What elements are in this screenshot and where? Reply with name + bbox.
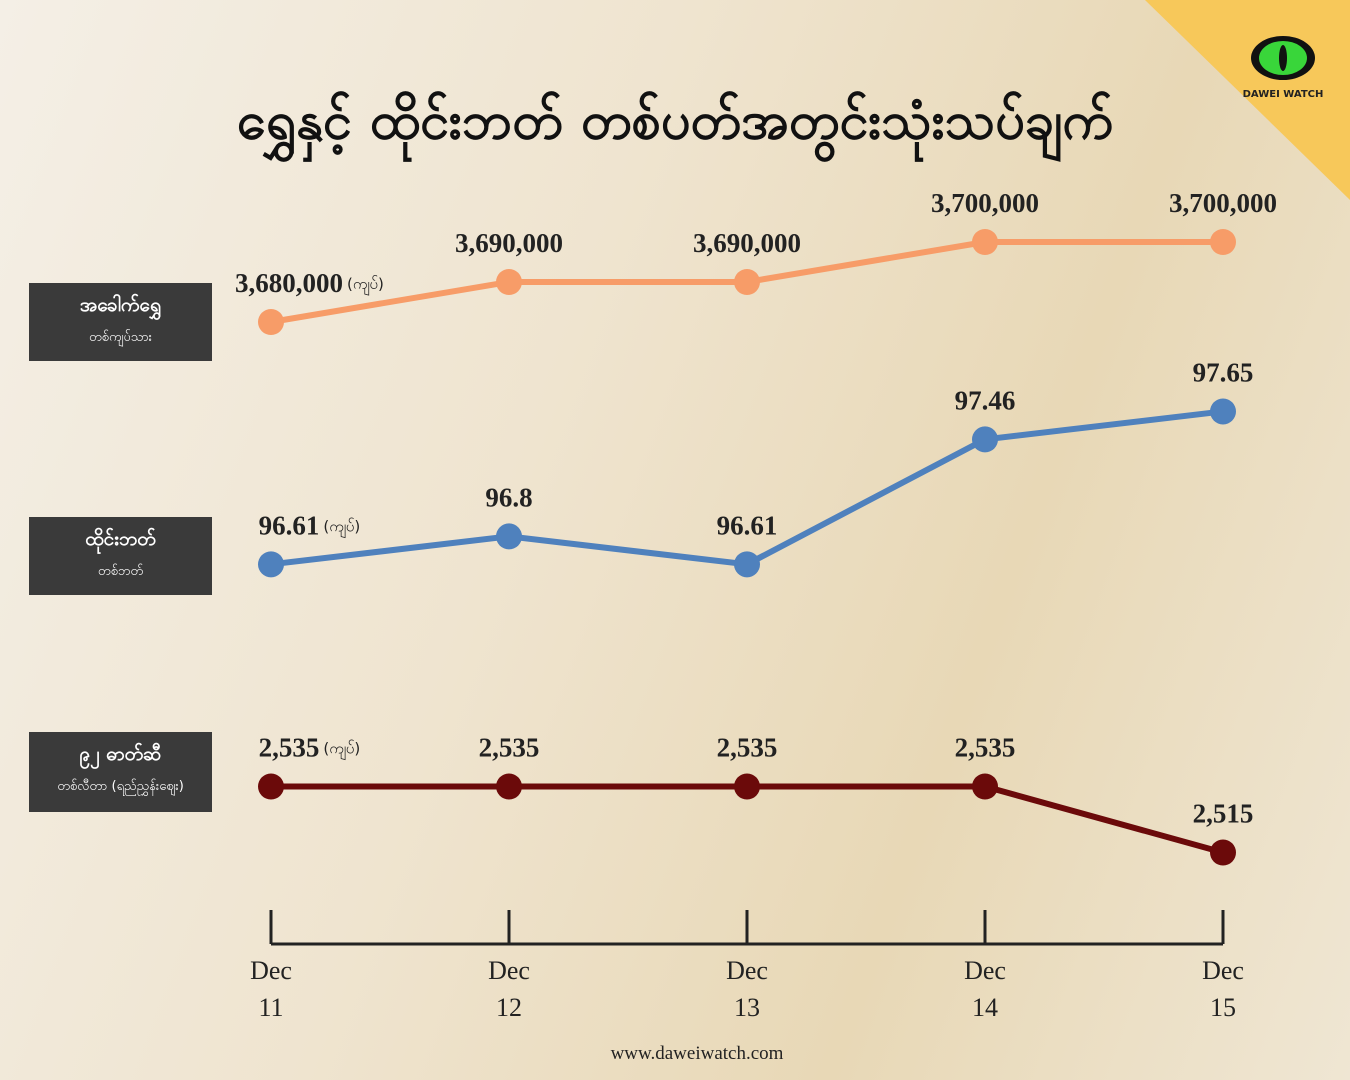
value-label: 3,690,000 — [455, 228, 563, 258]
series-label-box: အခေါက်ရွှေတစ်ကျပ်သား — [29, 283, 212, 361]
point — [1210, 398, 1236, 425]
point — [258, 551, 284, 578]
series-name: ထိုင်းဘတ် — [85, 528, 156, 550]
x-tick-label: Dec 15 — [1202, 956, 1244, 1022]
value-label: 96.61 — [259, 510, 320, 540]
point — [496, 523, 522, 550]
point — [734, 551, 760, 578]
point — [258, 309, 284, 335]
value-label: 3,690,000 — [693, 228, 801, 258]
corner-banner — [1145, 0, 1350, 200]
chart-title: ရွှေနှင့် ထိုင်းဘတ် တစ်ပတ်အတွင်းသုံးသပ်ခ… — [237, 91, 1113, 162]
unit-label: (ကျပ်) — [347, 275, 384, 296]
unit-label: (ကျပ်) — [323, 740, 360, 761]
value-label: 96.61 — [717, 510, 778, 540]
series-subtitle: တစ်ဘတ် — [97, 564, 144, 579]
series-label-box: ၉၂ ဓာတ်ဆီတစ်လီတာ (ရည်ညွှန်းဈေး) — [29, 732, 212, 812]
value-label: 2,535 — [259, 733, 320, 763]
logo-text: DAWEI WATCH — [1243, 89, 1324, 100]
value-label: 3,680,000 — [235, 268, 343, 298]
value-label: 2,535 — [717, 733, 778, 763]
value-label: 2,515 — [1193, 799, 1254, 829]
point — [496, 773, 522, 800]
series-name: ၉၂ ဓာတ်ဆီ — [79, 743, 162, 765]
value-label: 2,535 — [955, 733, 1016, 763]
point — [496, 269, 522, 295]
point — [734, 773, 760, 800]
point — [1210, 229, 1236, 255]
x-tick-label: Dec 13 — [726, 956, 768, 1022]
value-label: 2,535 — [479, 733, 540, 763]
line — [270, 408, 1224, 568]
value-label: 97.65 — [1193, 357, 1254, 387]
logo-pupil — [1279, 45, 1287, 71]
point — [258, 773, 284, 800]
point — [734, 269, 760, 295]
x-tick-label: Dec 14 — [964, 956, 1006, 1022]
point — [1210, 839, 1236, 866]
value-label: 3,700,000 — [931, 188, 1039, 218]
point — [972, 773, 998, 800]
value-label: 3,700,000 — [1169, 188, 1277, 218]
series-subtitle: တစ်ကျပ်သား — [89, 330, 152, 345]
point — [972, 229, 998, 255]
point — [972, 426, 998, 453]
value-label: 96.8 — [485, 482, 532, 512]
x-tick-label: Dec 12 — [488, 956, 530, 1022]
series-label-box: ထိုင်းဘတ်တစ်ဘတ် — [29, 517, 212, 595]
series-name: အခေါက်ရွှေ — [79, 294, 162, 316]
unit-label: (ကျပ်) — [323, 517, 360, 538]
footer: www.daweiwatch.com — [611, 1043, 784, 1064]
series-subtitle: တစ်လီတာ (ရည်ညွှန်းဈေး) — [57, 779, 184, 794]
x-tick-label: Dec 11 — [250, 956, 292, 1022]
value-label: 97.46 — [955, 385, 1016, 415]
